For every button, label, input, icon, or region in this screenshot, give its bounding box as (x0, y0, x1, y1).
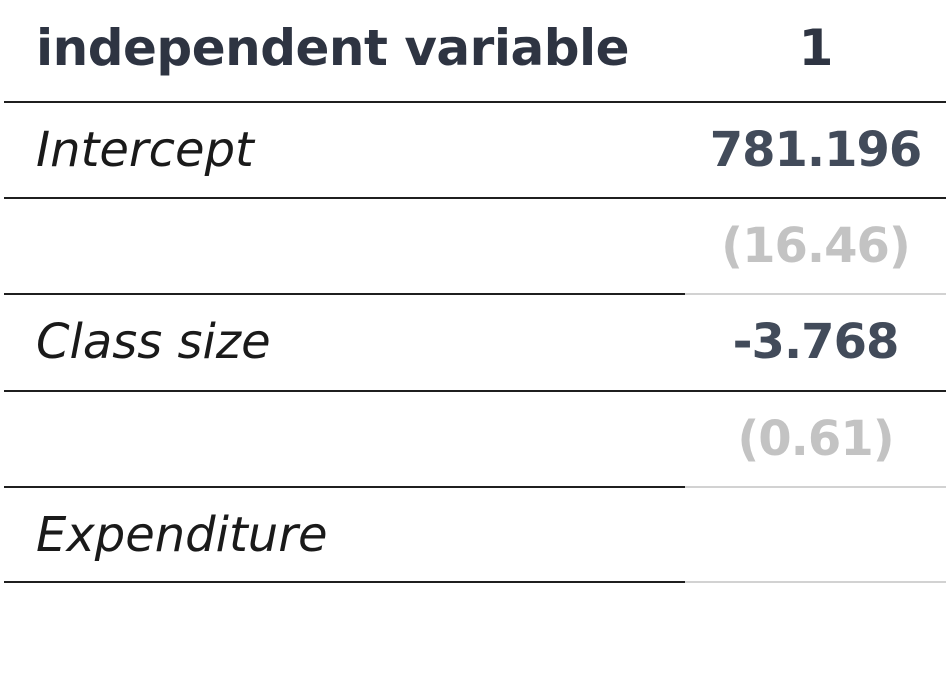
row-label: Expenditure (36, 507, 328, 563)
row-rule (4, 197, 946, 199)
header-value: 1 (798, 19, 834, 77)
row-rule (685, 486, 946, 488)
standard-error-value: (0.61) (737, 411, 894, 467)
row-rule (4, 293, 685, 295)
standard-error-value: (16.46) (721, 218, 911, 274)
header-rule (4, 101, 946, 103)
coefficient-value (685, 487, 946, 583)
table-row-intercept: Intercept 781.196 (4, 102, 946, 198)
table-header-row: independent variable 1 (4, 0, 946, 96)
table-row-class-size-se: (0.61) (4, 391, 946, 487)
row-label: Class size (36, 314, 271, 370)
row-rule (685, 293, 946, 295)
header-label: independent variable (36, 19, 630, 77)
coefficient-value: -3.768 (732, 314, 900, 370)
row-rule (685, 581, 946, 583)
table-row-expenditure: Expenditure (4, 487, 946, 583)
row-rule (4, 390, 946, 392)
table-row-class-size: Class size -3.768 (4, 294, 946, 390)
coefficient-value: 781.196 (709, 122, 923, 178)
table-row-intercept-se: (16.46) (4, 198, 946, 294)
row-label: Intercept (36, 122, 254, 178)
row-rule (4, 486, 685, 488)
row-rule (4, 581, 685, 583)
